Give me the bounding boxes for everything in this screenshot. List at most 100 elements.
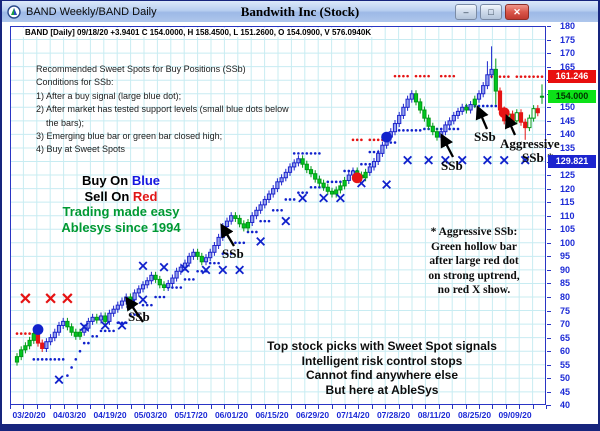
candle-body	[187, 255, 192, 264]
candle-body	[69, 326, 74, 333]
support-dot	[61, 358, 65, 361]
candle-body	[531, 108, 536, 119]
support-dot	[66, 374, 69, 377]
price-label: 125	[560, 170, 576, 181]
candle-body	[203, 257, 209, 263]
candle-body	[338, 185, 343, 191]
resistance-dot	[423, 74, 426, 78]
candle-body	[380, 144, 385, 154]
support-dot	[112, 329, 115, 333]
sell-signal-dot	[498, 107, 510, 119]
price-label: 50	[560, 373, 571, 384]
price-tick	[547, 324, 551, 326]
price-label: 75	[560, 305, 571, 316]
price-label: 90	[560, 264, 571, 275]
date-tick	[385, 405, 387, 409]
price-tick	[547, 202, 551, 204]
support-dot	[406, 129, 409, 132]
support-dot	[334, 180, 338, 184]
candle-body	[300, 158, 305, 165]
support-dot	[292, 198, 296, 201]
candle-body	[287, 166, 293, 173]
date-label: 08/25/20	[457, 410, 492, 420]
support-dot	[99, 329, 103, 333]
candle-body	[418, 101, 423, 111]
price-axis: 1801751701651601551501451401351301251201…	[547, 21, 598, 411]
candle-body	[111, 308, 116, 314]
candle-body	[241, 223, 246, 229]
support-dot	[108, 329, 111, 333]
blue-x-mark	[457, 155, 467, 165]
price-tick	[547, 66, 551, 68]
date-tick	[304, 405, 306, 409]
price-tick	[547, 215, 551, 217]
candle-body	[136, 288, 141, 294]
blue-x-mark	[235, 265, 245, 275]
date-tick	[465, 405, 467, 409]
date-tick	[63, 405, 65, 409]
candle-body	[254, 209, 259, 217]
blue-x-mark	[79, 322, 89, 332]
price-label: 70	[560, 319, 571, 330]
candle-body	[245, 221, 251, 229]
price-tick	[547, 378, 551, 380]
candle-body	[174, 270, 179, 279]
title-bar[interactable]: BAND Weekly/BAND Daily Bandwith Inc (Sto…	[2, 1, 598, 23]
candle-body	[35, 333, 41, 344]
support-dot	[49, 358, 52, 361]
price-tick	[547, 107, 551, 109]
support-dot	[91, 334, 94, 338]
support-dot	[301, 152, 304, 155]
support-dot	[393, 141, 397, 144]
resistance-dot	[360, 138, 363, 142]
support-dot	[32, 358, 36, 361]
support-dot	[339, 180, 342, 184]
blue-x-mark	[159, 262, 169, 272]
blue-x-mark	[482, 155, 492, 165]
support-dot	[150, 303, 153, 307]
support-dot	[284, 198, 288, 201]
candle-body	[464, 106, 469, 111]
candle-body	[430, 125, 435, 133]
date-label: 07/28/20	[376, 410, 411, 420]
resistance-dot	[372, 138, 376, 142]
support-dot	[78, 349, 82, 353]
blue-x-mark	[424, 155, 434, 165]
support-dot	[255, 230, 258, 234]
resistance-dot	[368, 138, 372, 142]
support-dot	[326, 180, 330, 184]
candle-body	[271, 188, 276, 195]
price-label: 140	[560, 129, 576, 140]
price-label: 105	[560, 224, 576, 235]
candle-body	[229, 215, 234, 222]
date-tick	[452, 405, 454, 409]
support-dot	[292, 152, 296, 155]
candle-body	[371, 161, 377, 168]
stock-title: Bandwith Inc (Stock)	[240, 3, 360, 19]
resistance-dot	[540, 75, 544, 78]
support-dot	[70, 366, 73, 369]
support-dot	[133, 313, 136, 316]
candle-body	[296, 158, 301, 164]
candle-body	[304, 163, 309, 171]
minimize-button[interactable]: ‒	[455, 4, 477, 20]
maximize-button[interactable]: □	[480, 4, 502, 20]
candle-body	[313, 173, 318, 180]
candle-body	[434, 131, 440, 138]
price-tick	[547, 175, 551, 177]
support-dot	[234, 241, 237, 245]
candle-body	[413, 93, 419, 103]
blue-x-mark	[281, 216, 291, 226]
price-tick	[547, 269, 551, 271]
candle-body	[61, 320, 66, 326]
support-dot	[276, 208, 279, 212]
support-dot	[410, 129, 414, 132]
support-dot	[221, 252, 225, 255]
price-tick	[547, 405, 551, 407]
support-dot	[36, 358, 40, 361]
price-tick	[547, 120, 551, 122]
candle-body	[447, 120, 452, 126]
support-dot	[448, 127, 451, 131]
close-button[interactable]: ✕	[505, 4, 529, 20]
date-tick	[117, 405, 119, 409]
